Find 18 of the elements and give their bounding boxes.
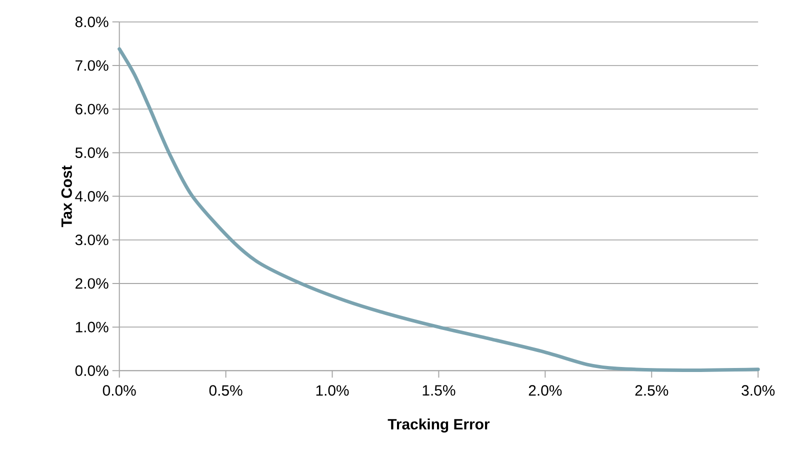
- y-tick-label: 6.0%: [76, 104, 108, 114]
- y-tick-label: 1.0%: [76, 322, 108, 332]
- y-tick-label: 2.0%: [76, 278, 108, 289]
- x-tick-label: 0.5%: [209, 384, 242, 396]
- y-tick-label: 7.0%: [76, 60, 108, 71]
- x-tick-label: 1.0%: [316, 384, 349, 396]
- y-tick-label: 0.0%: [75, 365, 108, 376]
- x-axis-title: Tracking Error: [388, 418, 490, 432]
- y-tick-label: 4.0%: [75, 190, 108, 202]
- x-tick-label: 1.5%: [422, 385, 456, 396]
- y-tick-label: 5.0%: [75, 147, 108, 158]
- y-tick-label: 3.0%: [75, 234, 108, 246]
- x-tick-label: 3.0%: [742, 384, 775, 396]
- x-tick-label: 2.5%: [635, 384, 668, 396]
- x-tick-label: 2.0%: [528, 384, 562, 396]
- y-axis-title: Tax Cost: [61, 165, 72, 227]
- y-tick-label: 8.0%: [75, 16, 108, 28]
- x-tick-label: 0.0%: [102, 384, 136, 396]
